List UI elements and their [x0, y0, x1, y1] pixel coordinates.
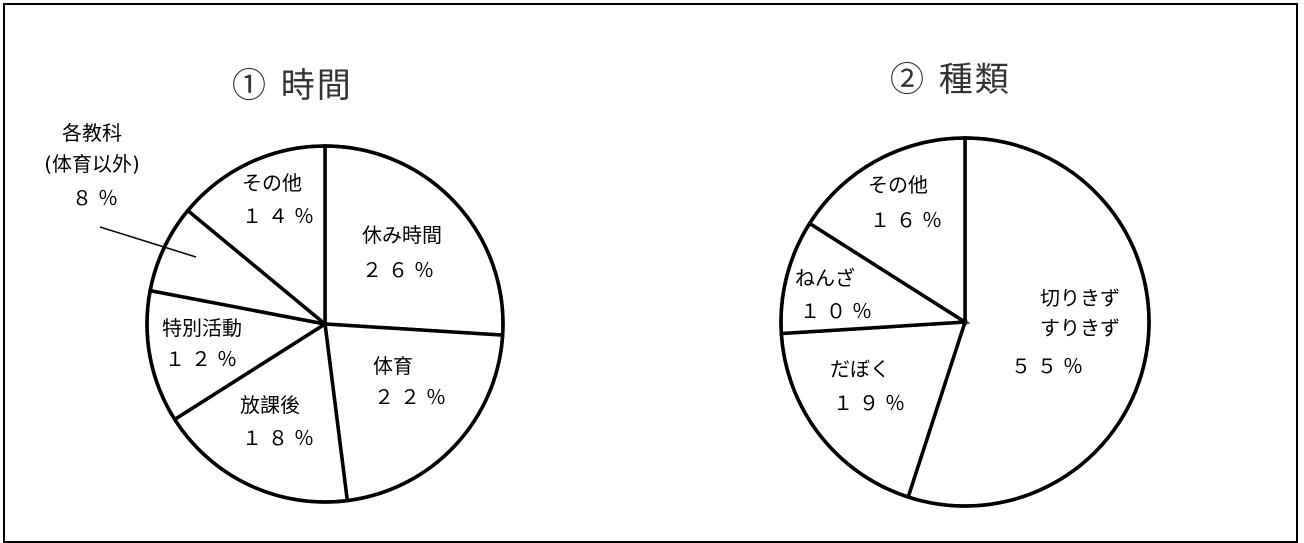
slice-value-label: ８％ — [72, 186, 124, 210]
slice-label: 体育 — [373, 354, 413, 378]
slice-value-label: １４％ — [242, 204, 320, 228]
slice-label: すりきず — [1040, 316, 1120, 340]
leader-line — [99, 226, 197, 258]
slice-label: 切りきず — [1040, 286, 1120, 310]
pie-slice — [322, 322, 505, 503]
slice-label: (体育以外) — [44, 152, 140, 176]
slice-value-label: ２２％ — [374, 385, 452, 409]
chart-title-type: ② 種類 — [890, 60, 1011, 100]
slice-value-label: １６％ — [870, 208, 948, 232]
slice-label: 休み時間 — [362, 223, 442, 247]
slice-value-label: １０％ — [800, 299, 878, 323]
pie-charts: 休み時間 ２６％ 体育 ２２％ 放課後 １８％ 特別活動 １２％ 各教科 (体育以外) ８％ その他 １… — [44, 121, 1151, 508]
slice-label: だぼく — [830, 357, 890, 381]
slice-value-label: １８％ — [242, 426, 320, 450]
slice-value-label: １９％ — [833, 391, 911, 415]
chart-title-time: ① 時間 — [232, 66, 353, 106]
slice-label: 特別活動 — [162, 316, 242, 340]
pie-outline — [779, 136, 1151, 508]
slice-value-label: １２％ — [165, 347, 243, 371]
slice-label: 放課後 — [240, 393, 300, 417]
pie-outline — [145, 144, 505, 504]
slice-value-label: ２６％ — [362, 258, 440, 282]
slice-label: その他 — [242, 171, 302, 195]
pie-chart-0: 休み時間 ２６％ 体育 ２２％ 放課後 １８％ 特別活動 １２％ 各教科 (体育以外) ８％ その他 １… — [44, 121, 505, 504]
slice-label: 各教科 — [62, 121, 122, 145]
slice-label: その他 — [868, 173, 928, 197]
slice-value-label: ５５％ — [1011, 354, 1089, 378]
slice-label: ねんざ — [795, 266, 855, 290]
